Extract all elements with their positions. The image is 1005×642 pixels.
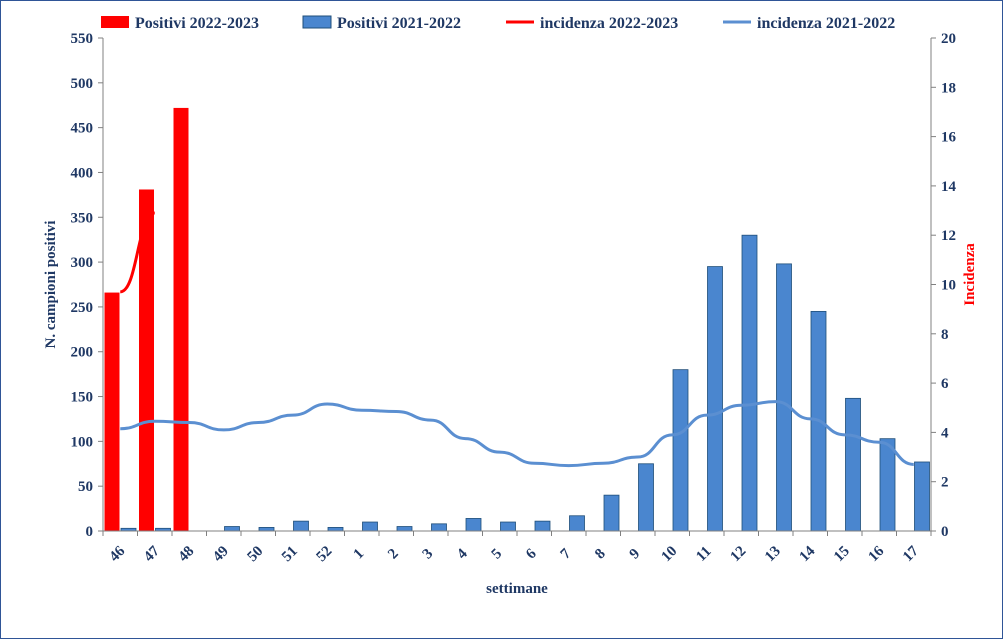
bar-positivi-2021-2022 [603,494,620,532]
legend-label: incidenza 2021-2022 [757,15,895,32]
bar-positivi-2021-2022 [638,463,654,532]
y2-tick-label: 20 [941,31,956,47]
y-tick-label: 100 [71,434,94,450]
x-tick-label: 16 [865,543,887,565]
x-tick-label: 13 [762,543,784,565]
line-incidenza-2022-2023 [119,211,156,294]
x-tick-label: 6 [523,546,540,563]
x-tick-label: 14 [796,543,818,565]
bar-positivi-2021-2022 [776,263,792,532]
y-tick-label: 50 [78,479,93,495]
y2-tick-label: 8 [941,327,949,343]
bar-positivi-2022-2023 [139,189,154,531]
x-tick-label: 2 [385,546,402,563]
bar-positivi-2021-2022 [879,438,896,532]
bar-positivi-2021-2022 [741,234,758,532]
y-tick-label: 200 [71,345,94,361]
x-tick-label: 49 [210,543,232,565]
x-tick-label: 5 [489,546,506,563]
bar-positivi-2021-2022 [569,515,585,532]
x-tick-label: 50 [244,543,266,565]
y-tick-label: 150 [71,390,94,406]
bar-positivi-2021-2022 [224,526,240,532]
legend-label: incidenza 2022-2023 [540,15,678,32]
bar-positivi-2021-2022 [500,521,516,532]
x-tick-label: 15 [831,543,853,565]
x-tick-label: 11 [693,543,714,564]
x-tick-label: 51 [279,543,301,565]
y2-tick-label: 2 [941,475,949,491]
y-tick-label: 300 [71,255,94,271]
x-tick-label: 17 [900,543,922,565]
bar-positivi-2021-2022 [707,266,723,532]
bar-positivi-2021-2022 [672,369,689,532]
y-axis-label: N. campioni positivi [43,221,59,349]
y2-axis-label: Incidenza [962,243,978,306]
bar-positivi-2021-2022 [465,518,482,532]
bar-positivi-2022-2023 [173,107,189,531]
x-tick-label: 48 [175,543,197,565]
x-tick-label: 46 [106,543,128,565]
legend-label: Positivi 2021-2022 [337,15,461,32]
y-tick-label: 0 [86,524,94,540]
bar-positivi-2021-2022 [362,521,378,532]
y2-tick-label: 4 [941,425,949,441]
legend: Positivi 2022-2023 Positivi 2021-2022 inci… [101,15,895,32]
y2-tick-label: 10 [941,278,956,294]
line-incidenza-2021-2022 [120,400,914,468]
bar-positivi-2021-2022 [293,520,309,532]
x-tick-label: 12 [727,543,749,565]
x-tick-label: 4 [454,546,471,563]
y-tick-label: 450 [71,121,94,137]
x-tick-label: 8 [592,546,609,563]
x-axis-label: settimane [486,581,548,597]
bar-positivi-2021-2022 [914,461,930,532]
y-tick-label: 350 [71,210,94,226]
x-tick-label: 10 [658,543,680,565]
y2-tick-label: 18 [941,80,956,96]
legend-swatch [302,15,332,29]
x-tick-label: 9 [627,546,644,563]
y-tick-label: 250 [71,300,94,316]
x-tick-label: 52 [313,543,335,565]
bar-positivi-2021-2022 [396,526,413,532]
y2-tick-label: 0 [941,524,949,540]
y-tick-label: 550 [71,31,94,47]
bar-positivi-2021-2022 [431,523,447,532]
bar-positivi-2021-2022 [534,520,551,532]
bar-positivi-2021-2022 [258,527,275,532]
x-tick-label: 1 [351,546,368,563]
y-tick-label: 400 [71,165,94,181]
y2-tick-label: 14 [941,179,957,195]
x-tick-label: 3 [420,546,437,563]
y2-tick-label: 6 [941,376,949,392]
y2-tick-label: 12 [941,228,956,244]
x-tick-label: 7 [558,546,575,563]
lines-layer [119,211,914,468]
legend-label: Positivi 2022-2023 [135,15,259,32]
legend-swatch [101,16,129,28]
bars-layer [104,107,930,532]
y2-tick-label: 16 [941,130,957,146]
y-tick-label: 500 [71,76,94,92]
bar-positivi-2021-2022 [327,527,344,532]
x-tick-label: 47 [141,543,163,565]
bar-positivi-2021-2022 [845,397,861,532]
bar-positivi-2022-2023 [104,292,120,531]
